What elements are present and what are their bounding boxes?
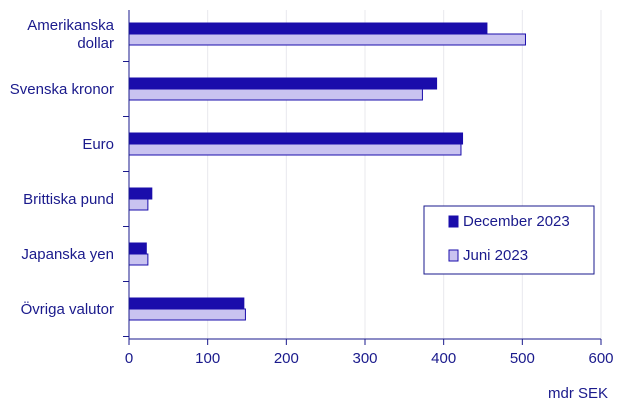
category-label: Amerikanska — [27, 17, 114, 34]
x-tick-labels: 0 100 200 300 400 500 600 — [125, 350, 614, 367]
bar-juni-2023 — [128, 33, 526, 46]
legend: December 2023 Juni 2023 — [423, 205, 595, 275]
x-tick-label: 600 — [588, 350, 613, 367]
bar-december-2023 — [128, 242, 147, 255]
legend-label: December 2023 — [463, 213, 570, 230]
bar-juni-2023 — [128, 143, 462, 156]
x-tick-label: 400 — [431, 350, 456, 367]
x-tick-label: 100 — [195, 350, 220, 367]
bar-juni-2023 — [128, 253, 149, 266]
bar-december-2023 — [128, 77, 438, 90]
bar-december-2023 — [128, 297, 245, 310]
category-label: Japanska yen — [21, 246, 114, 263]
grid-lines — [207, 10, 602, 339]
legend-swatch — [448, 249, 459, 262]
category-label: Brittiska pund — [23, 191, 114, 208]
x-tick-label: 500 — [510, 350, 535, 367]
legend-label: Juni 2023 — [463, 247, 528, 264]
x-tick-label: 0 — [125, 350, 133, 367]
x-tick-label: 200 — [274, 350, 299, 367]
bars — [128, 22, 526, 321]
legend-swatch — [448, 215, 459, 228]
bar-juni-2023 — [128, 198, 149, 211]
category-label: Svenska kronor — [10, 81, 114, 98]
category-label: dollar — [77, 35, 114, 52]
bar-december-2023 — [128, 187, 153, 200]
bar-december-2023 — [128, 132, 464, 145]
bar-juni-2023 — [128, 308, 246, 321]
x-unit-label: mdr SEK — [548, 385, 608, 402]
axes — [123, 10, 602, 345]
category-label: Övriga valutor — [21, 300, 114, 318]
category-label: Euro — [82, 136, 114, 153]
x-tick-label: 300 — [352, 350, 377, 367]
bar-juni-2023 — [128, 88, 423, 101]
bar-december-2023 — [128, 22, 488, 35]
